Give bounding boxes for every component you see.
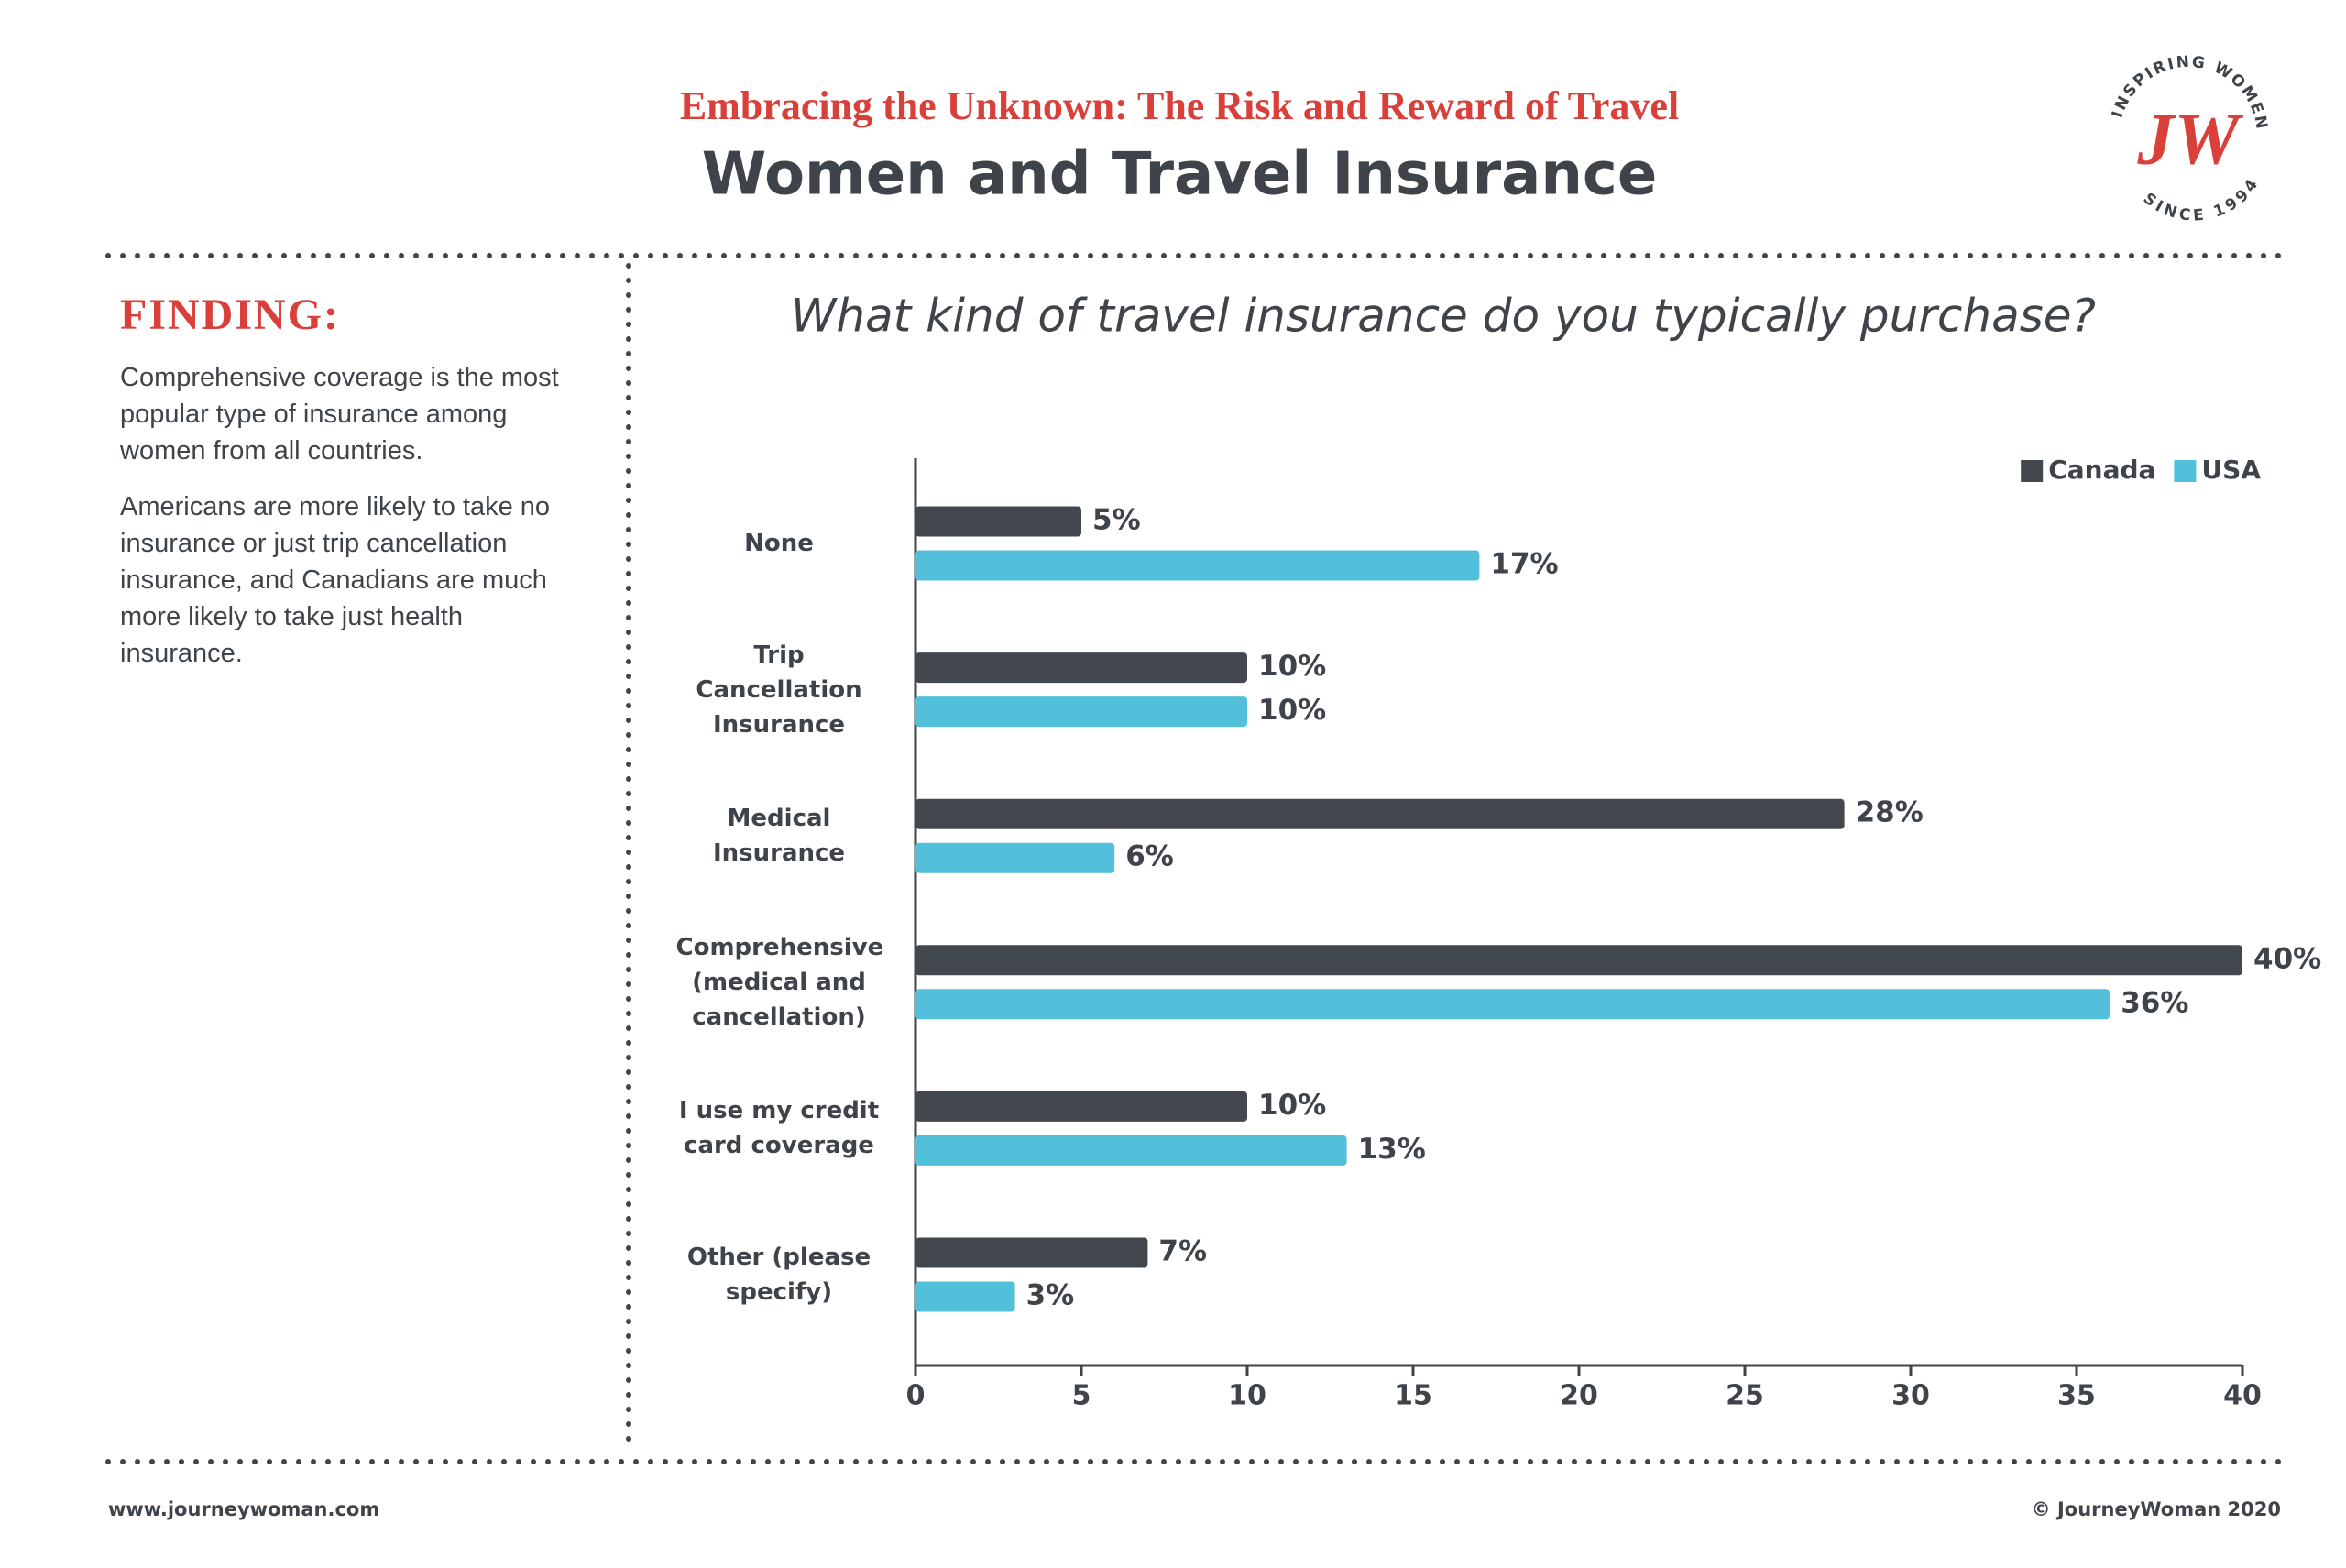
value-label: 13% [1358,1133,1426,1166]
value-label: 5% [1092,504,1141,537]
logo-bottom-text: SINCE 1994 [2140,174,2261,225]
bar [915,1091,1247,1122]
value-label: 3% [1026,1279,1075,1312]
value-label: 36% [2121,986,2188,1019]
x-tick-label: 40 [2223,1380,2262,1412]
x-tick-label: 35 [2057,1380,2096,1412]
finding-heading: FINDING: [120,291,340,339]
finding-text: Comprehensive coverage is the most popul… [120,363,559,466]
x-tick-label: 25 [1726,1380,1764,1412]
y-tick-label: I use my credit card coverage [678,1097,880,1160]
bar [915,945,2242,976]
y-tick-label: Other (please specify) [686,1244,872,1306]
x-tick-label: 10 [1228,1380,1266,1412]
x-tick-label: 5 [1072,1380,1091,1412]
bar [915,1237,1148,1268]
bar [915,798,1845,829]
subtitle: Embracing the Unknown: The Risk and Rewa… [680,83,1679,128]
value-label: 7% [1158,1235,1207,1268]
legend-label: Canada [2048,455,2155,485]
bar [915,696,1247,728]
value-label: 10% [1258,650,1326,683]
chart-title: What kind of travel insurance do you typ… [791,290,2096,343]
legend-swatch [2021,460,2044,482]
logo-bottom: SINCE 1994 [2140,174,2264,225]
finding-text: Americans are more likely to take no ins… [120,492,551,668]
value-label: 40% [2253,942,2321,975]
bar [915,1281,1015,1312]
footer-right: © JourneyWoman 2020 [2032,1498,2281,1520]
title: Women and Travel Insurance [702,141,1657,209]
bar [915,1135,1347,1166]
value-label: 17% [1490,548,1558,581]
y-tick-label: Medical Insurance [712,805,846,868]
x-tick-label: 30 [1891,1380,1930,1412]
x-tick-label: 0 [906,1380,926,1412]
x-tick-label: 15 [1394,1380,1432,1412]
legend-label: USA [2201,455,2261,485]
footer-left: www.journeywoman.com [108,1498,379,1520]
y-tick-label: None [744,530,814,557]
logo-mark: JW [2136,99,2243,180]
bar [915,550,1480,581]
bar [915,842,1115,873]
value-label: 28% [1856,796,1924,829]
y-tick-label: Trip Cancellation Insurance [696,641,862,739]
legend-swatch [2174,460,2197,482]
bar [915,652,1247,684]
bar [915,506,1081,537]
bar [915,989,2110,1020]
x-tick-label: 20 [1560,1380,1598,1412]
value-label: 10% [1258,694,1326,727]
value-label: 10% [1258,1089,1326,1122]
logo: INSPIRING WOMEN JW SINCE 1994 [2109,53,2268,225]
value-label: 6% [1125,840,1174,873]
y-tick-label: Comprehensive (medical and cancellation) [675,933,884,1031]
